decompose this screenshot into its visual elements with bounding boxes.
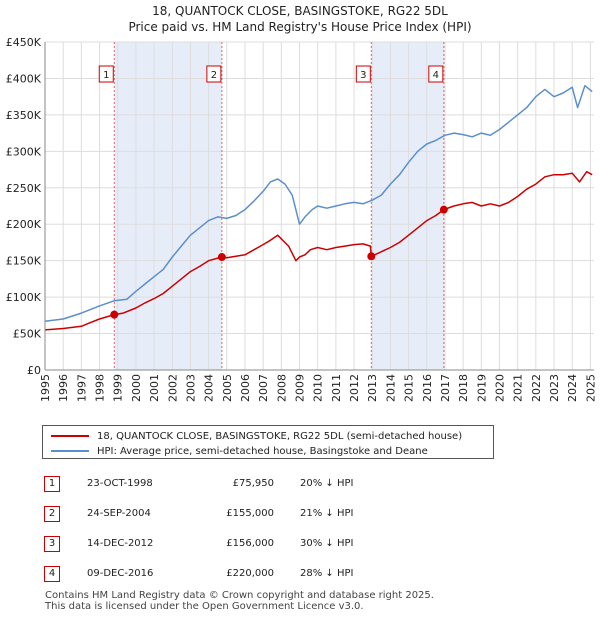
chart-subtitle: Price paid vs. HM Land Registry's House … [128, 20, 471, 34]
transaction-row: 2 24-SEP-2004 £155,000 21% ↓ HPI [42, 504, 462, 524]
x-tick-label: 1996 [57, 374, 70, 402]
y-tick-label: £50K [13, 328, 42, 341]
sale-marker [217, 253, 226, 262]
ownership-shade [114, 42, 222, 370]
x-tick-label: 2020 [493, 374, 506, 402]
x-tick-label: 2019 [475, 374, 488, 402]
transaction-row: 1 23-OCT-1998 £75,950 20% ↓ HPI [42, 474, 462, 494]
transaction-hpi-diff: 20% ↓ HPI [300, 478, 354, 489]
x-tick-label: 1999 [112, 374, 125, 402]
sale-marker [367, 252, 376, 261]
x-tick-label: 2007 [257, 374, 270, 402]
sale-marker [110, 310, 119, 319]
x-tick-label: 2000 [130, 374, 143, 402]
x-tick-label: 2011 [330, 374, 343, 402]
purchase-label: 4 [433, 70, 439, 81]
x-tick-label: 2014 [384, 374, 397, 402]
y-tick-label: £400K [6, 72, 42, 85]
x-tick-label: 2009 [294, 374, 307, 402]
x-tick-label: 2008 [275, 374, 288, 402]
x-tick-label: 2004 [203, 374, 216, 402]
x-tick-label: 2018 [457, 374, 470, 402]
transaction-number: 2 [44, 506, 60, 522]
x-tick-label: 2016 [421, 374, 434, 402]
x-tick-label: 1998 [94, 374, 107, 402]
purchase-label-box [428, 65, 444, 83]
x-tick-label: 2003 [184, 374, 197, 402]
y-tick-label: £350K [6, 109, 42, 122]
y-tick-label: £450K [6, 36, 42, 49]
purchase-label-box [355, 65, 371, 83]
x-tick-label: 2021 [512, 374, 525, 402]
transaction-row: 4 09-DEC-2016 £220,000 28% ↓ HPI [42, 564, 462, 584]
x-tick-label: 2015 [403, 374, 416, 402]
price-chart: 18, QUANTOCK CLOSE, BASINGSTOKE, RG22 5D… [6, 4, 598, 402]
purchase-label: 3 [360, 70, 366, 81]
legend-label-hpi: HPI: Average price, semi-detached house,… [97, 445, 428, 457]
legend: 18, QUANTOCK CLOSE, BASINGSTOKE, RG22 5D… [42, 425, 494, 459]
hpi-series-line [44, 84, 593, 322]
transaction-price: £156,000 [226, 538, 274, 549]
x-tick-label: 2006 [239, 374, 252, 402]
x-tick-label: 2023 [548, 374, 561, 402]
x-tick-label: 2001 [148, 374, 161, 402]
transaction-hpi-diff: 30% ↓ HPI [300, 538, 354, 549]
plot-area: £0 £50K £100K £150K £200K £250K £300K £350K £400… [6, 36, 598, 402]
purchase-label: 2 [211, 70, 217, 81]
purchase-label: 1 [103, 70, 109, 81]
y-tick-label: £0 [27, 364, 41, 377]
transaction-price: £155,000 [226, 508, 274, 519]
property-series-line [44, 170, 593, 331]
x-tick-label: 2024 [566, 374, 579, 402]
x-tick-label: 2005 [221, 374, 234, 402]
ownership-shade [371, 42, 444, 370]
legend-swatch-hpi [51, 450, 89, 452]
transaction-hpi-diff: 28% ↓ HPI [300, 568, 354, 579]
y-tick-label: £100K [6, 291, 42, 304]
footer-line-copyright: Contains HM Land Registry data © Crown c… [45, 590, 434, 601]
transaction-date: 24-SEP-2004 [87, 508, 151, 519]
transaction-row: 3 14-DEC-2012 £156,000 30% ↓ HPI [42, 534, 462, 554]
chart-title: 18, QUANTOCK CLOSE, BASINGSTOKE, RG22 5D… [152, 4, 448, 18]
y-tick-label: £200K [6, 218, 42, 231]
footer-line-licence: This data is licensed under the Open Gov… [45, 601, 364, 612]
legend-label-property: 18, QUANTOCK CLOSE, BASINGSTOKE, RG22 5D… [97, 430, 463, 442]
x-tick-label: 2017 [439, 374, 452, 402]
x-tick-label: 2013 [366, 374, 379, 402]
x-tick-label: 2025 [584, 374, 597, 402]
y-tick-label: £150K [6, 255, 42, 268]
y-tick-label: £300K [6, 145, 42, 158]
x-tick-label: 2022 [530, 374, 543, 402]
purchase-label-box [98, 65, 114, 83]
x-tick-label: 1997 [75, 374, 88, 402]
transaction-price: £75,950 [232, 478, 274, 489]
sale-marker [439, 205, 448, 214]
purchase-label-box [206, 65, 222, 83]
legend-item-hpi: HPI: Average price, semi-detached house,… [51, 444, 428, 458]
legend-swatch-property [51, 435, 89, 437]
transaction-date: 09-DEC-2016 [87, 568, 154, 579]
x-tick-label: 2010 [312, 374, 325, 402]
y-tick-label: £250K [6, 182, 42, 195]
transaction-hpi-diff: 21% ↓ HPI [300, 508, 354, 519]
x-tick-label: 2012 [348, 374, 361, 402]
footer-attribution: Contains HM Land Registry data © Crown c… [45, 590, 434, 612]
legend-item-property: 18, QUANTOCK CLOSE, BASINGSTOKE, RG22 5D… [51, 429, 462, 443]
transaction-number: 1 [44, 476, 60, 492]
transaction-date: 23-OCT-1998 [87, 478, 153, 489]
transaction-number: 4 [44, 566, 60, 582]
transaction-number: 3 [44, 536, 60, 552]
x-tick-label: 2002 [166, 374, 179, 402]
transaction-price: £220,000 [226, 568, 274, 579]
x-tick-label: 1995 [39, 374, 52, 402]
transaction-date: 14-DEC-2012 [87, 538, 154, 549]
